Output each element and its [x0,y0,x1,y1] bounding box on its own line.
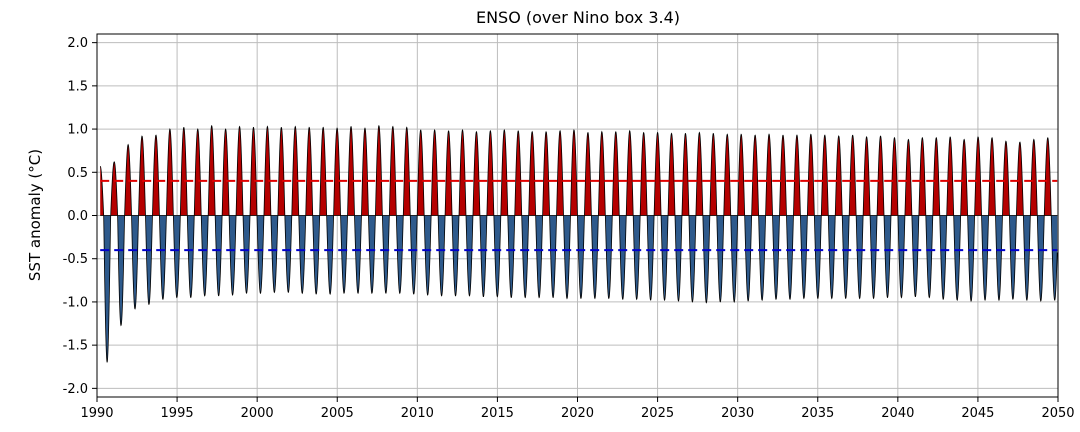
y-tick-label-1: -1.5 [63,339,88,354]
anomaly-line [99,125,1058,363]
threshold-lines [100,179,1058,252]
x-tick-label-4: 2010 [401,406,434,421]
x-tick-label-8: 2030 [721,406,754,421]
x-tick-label-1: 1995 [161,406,194,421]
y-tick-label-7: 1.5 [67,79,88,94]
x-tick-label-12: 2050 [1041,406,1074,421]
y-tick-label-0: -2.0 [63,382,88,397]
x-tick-label-7: 2025 [641,406,674,421]
negative-anomaly-fill [100,215,1058,363]
x-tick-label-6: 2020 [561,406,594,421]
x-tick-label-10: 2040 [881,406,914,421]
y-tick-label-5: 0.5 [67,166,88,181]
x-tick-label-5: 2015 [481,406,514,421]
y-tick-label-2: -1.0 [63,295,88,310]
y-tick-label-8: 2.0 [67,36,88,51]
y-tick-label-6: 1.0 [67,123,88,138]
anomaly-area [99,125,1058,363]
positive-anomaly-fill [100,125,1058,216]
chart-title: ENSO (over Nino box 3.4) [476,8,680,27]
x-tick-label-2: 2000 [241,406,274,421]
x-tick-label-9: 2035 [801,406,834,421]
y-tick-label-3: -0.5 [63,252,88,267]
y-axis-title: SST anomaly (°C) [26,149,44,281]
axis-ticks: 1990 1995 2000 2005 2010 2015 2020 2025 2030 2035… [63,36,1075,421]
y-tick-label-4: 0.0 [67,209,88,224]
x-tick-label-11: 2045 [961,406,994,421]
x-tick-label-0: 1990 [80,406,113,421]
x-tick-label-3: 2005 [321,406,354,421]
